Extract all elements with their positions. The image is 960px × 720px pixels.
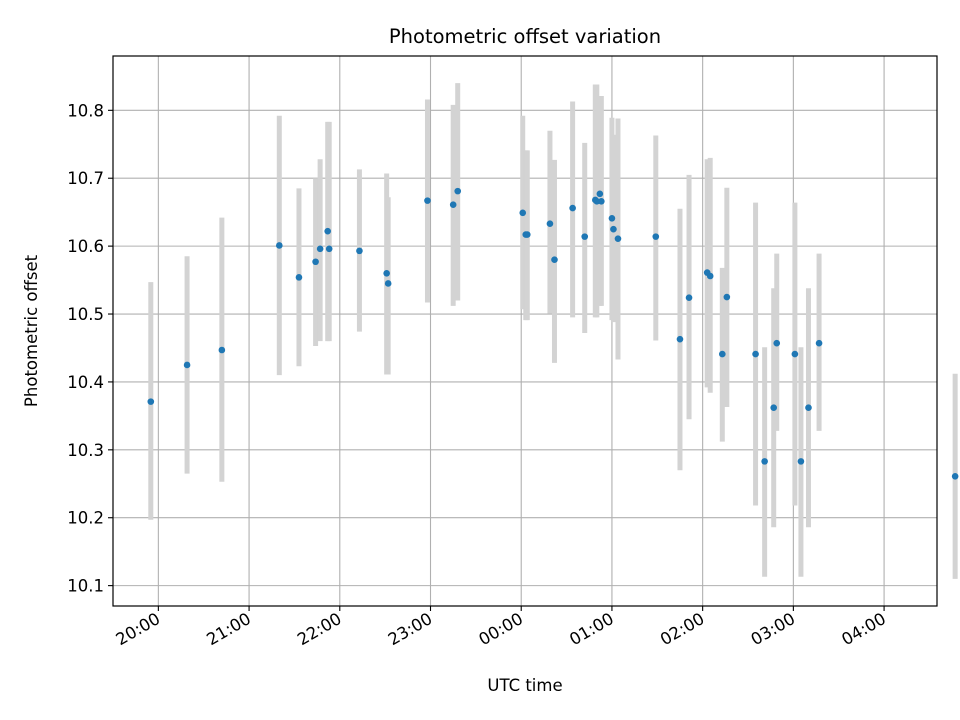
data-point [523, 231, 531, 238]
y-tick-label: 10.2 [67, 509, 104, 528]
x-axis-title: UTC time [487, 676, 562, 695]
data-point [383, 269, 390, 277]
data-point [454, 187, 462, 195]
data-point [596, 190, 604, 198]
data-point [218, 346, 226, 354]
data-point [685, 294, 693, 302]
data-point [805, 404, 812, 412]
y-axis-title: Photometric offset [22, 254, 41, 407]
data-point [770, 404, 778, 412]
data-point [791, 350, 799, 358]
data-point [325, 245, 333, 253]
data-point [752, 350, 759, 358]
data-point [449, 201, 457, 209]
y-tick-label: 10.4 [67, 373, 104, 392]
data-point [316, 245, 324, 253]
data-point [773, 339, 781, 347]
data-point [723, 293, 731, 301]
data-point [598, 198, 605, 205]
y-tick-label: 10.1 [67, 577, 104, 596]
data-point [676, 335, 684, 343]
y-tick-label: 10.7 [67, 169, 104, 188]
data-point [312, 258, 319, 266]
data-point [581, 233, 589, 240]
data-point [324, 227, 331, 235]
data-point [610, 225, 617, 233]
data-point [761, 458, 768, 465]
data-point [551, 256, 558, 264]
data-point [424, 197, 431, 204]
data-point [295, 274, 303, 281]
data-point [519, 209, 527, 217]
y-tick-label: 10.8 [67, 101, 104, 120]
data-point [614, 235, 622, 242]
data-point [593, 198, 601, 205]
data-point [719, 350, 726, 358]
chart-title: Photometric offset variation [389, 25, 661, 48]
y-tick-label: 10.5 [67, 305, 104, 324]
data-point [147, 398, 155, 405]
data-point [797, 458, 805, 465]
data-point [356, 247, 363, 255]
y-tick-label: 10.3 [67, 441, 104, 460]
y-tick-label: 10.6 [67, 237, 104, 256]
data-point [546, 220, 554, 228]
data-point [569, 204, 576, 212]
y-axis: 10.1 10.2 10.3 10.4 10.5 10.6 10.7 10.8 [67, 101, 113, 596]
data-point [815, 339, 823, 347]
data-points [147, 187, 959, 480]
data-point [652, 233, 660, 240]
data-point [951, 473, 959, 480]
data-point [384, 280, 392, 287]
data-point [276, 242, 283, 249]
data-point [608, 214, 616, 222]
data-point [706, 272, 714, 280]
plot-frame [112, 55, 938, 607]
data-point [183, 361, 191, 369]
